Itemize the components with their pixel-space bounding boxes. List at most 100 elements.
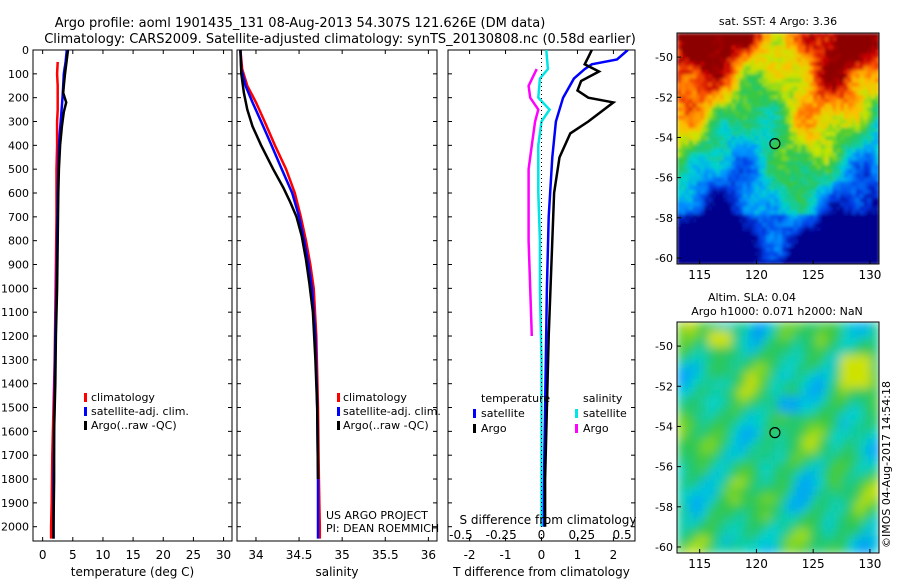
- sst-map-ytick-label: -58: [655, 212, 673, 225]
- difference-legend-label-salinity: satellite: [583, 407, 627, 420]
- temperature-xtick-label: 20: [156, 548, 171, 562]
- figure-title-line1: Argo profile: aoml 1901435_131 08-Aug-20…: [55, 16, 546, 31]
- figure-title-line2: Climatology: CARS2009. Satellite-adjuste…: [44, 32, 636, 47]
- salinity-legend-label: climatology: [343, 391, 407, 404]
- imos-stamp: ©IMOS 04-Aug-2017 14:54:18: [880, 381, 893, 548]
- sla-map-xtick-label: 130: [858, 557, 881, 571]
- sla-map-xtick-label: 125: [802, 557, 825, 571]
- temperature-ytick-label: 500: [8, 163, 29, 176]
- difference-xlabel: T difference from climatology: [452, 565, 630, 579]
- sst-map-argo-marker: [769, 138, 781, 150]
- difference-legend-swatch-temperature: [473, 409, 476, 418]
- difference-x2tick-label: 0: [538, 528, 546, 542]
- difference-x2label: S difference from climatology: [460, 513, 637, 527]
- sst-map-ytick-label: -60: [655, 252, 673, 265]
- temperature-legend-label: climatology: [91, 391, 155, 404]
- difference-x2tick-label: -0.25: [486, 528, 517, 542]
- salinity-legend-label: Argo(..raw -QC): [343, 419, 429, 432]
- temperature-ytick-label: 1200: [1, 330, 29, 343]
- difference-line-temperature-argo: [543, 50, 617, 527]
- difference-legend-swatch-temperature: [473, 424, 476, 433]
- sla-map-xtick-label: 115: [688, 557, 711, 571]
- temperature-ytick-label: 1400: [1, 378, 29, 391]
- salinity-xtick-label: 34.5: [286, 548, 313, 562]
- difference-x2tick-label: 0.5: [613, 528, 632, 542]
- difference-line-temperature-satellite: [542, 50, 629, 527]
- salinity-xtick-label: 35.5: [372, 548, 399, 562]
- sla-map-title-line1: Altim. SLA: 0.04: [708, 291, 796, 304]
- difference-x2tick-label: -0.5: [449, 528, 472, 542]
- temperature-ytick-label: 100: [8, 68, 29, 81]
- temperature-series-group: [49, 50, 70, 539]
- temperature-xtick-label: 0: [39, 548, 47, 562]
- salinity-legend-swatch: [337, 421, 340, 430]
- temperature-ytick-label: 1600: [1, 425, 29, 438]
- sst-map-ytick-label: -56: [655, 172, 673, 185]
- sst-map-ytick-label: -54: [655, 131, 673, 144]
- sla-map-frame: [676, 321, 880, 554]
- sst-map-panel: 115 120 125 130 -50 -52 -54 -56 -58 -60 sat. SST: …: [655, 15, 881, 282]
- sla-map-argo-marker: [769, 427, 781, 439]
- salinity-series-group: [239, 50, 322, 539]
- difference-legend-swatch-salinity: [575, 409, 578, 418]
- temperature-ytick-label: 0: [22, 44, 29, 57]
- difference-panel: -2 -1 0 1 2 T difference from climatology -0.5…: [447, 49, 637, 579]
- sst-map-ytick-label: -50: [655, 51, 673, 64]
- temperature-axes-box: [32, 49, 233, 542]
- salinity-panel: 34 34.5 35 35.5 36 salinity climatologysatelli…: [236, 49, 441, 579]
- pi-credit: PI: DEAN ROEMMICH: [326, 522, 439, 535]
- difference-legend-label-salinity: Argo: [583, 422, 609, 435]
- salinity-axes-box: [236, 49, 438, 542]
- difference-xtick-label: 1: [574, 548, 582, 562]
- temperature-ytick-label: 1100: [1, 306, 29, 319]
- temperature-ytick-label: 1700: [1, 449, 29, 462]
- sst-map-xtick-label: 115: [688, 268, 711, 282]
- temperature-xtick-label: 10: [95, 548, 110, 562]
- sst-map-field: [677, 33, 879, 264]
- temperature-legend-label: Argo(..raw -QC): [91, 419, 177, 432]
- difference-x2tick-label: 0.25: [568, 528, 595, 542]
- project-credit: US ARGO PROJECT: [326, 509, 428, 522]
- sla-map-ytick-label: -60: [655, 541, 673, 554]
- difference-xtick-label: 2: [610, 548, 618, 562]
- temperature-ytick-label: 600: [8, 187, 29, 200]
- sla-map-ytick-label: -56: [655, 461, 673, 474]
- sst-map-xtick-label: 120: [745, 268, 768, 282]
- difference-series-group: [527, 50, 629, 527]
- difference-line-salinity-satellite: [537, 50, 552, 527]
- salinity-xtick-label: 35: [335, 548, 350, 562]
- temperature-ytick-label: 900: [8, 259, 29, 272]
- sla-map-ytick-label: -52: [655, 380, 673, 393]
- sla-map-ytick-label: -50: [655, 340, 673, 353]
- difference-xtick-label: -1: [500, 548, 512, 562]
- temperature-xtick-label: 30: [216, 548, 231, 562]
- salinity-legend-swatch: [337, 407, 340, 416]
- temperature-ytick-label: 1800: [1, 473, 29, 486]
- temperature-ytick-label: 1900: [1, 497, 29, 510]
- difference-legend-label-temperature: Argo: [481, 422, 507, 435]
- sst-map-title: sat. SST: 4 Argo: 3.36: [719, 15, 837, 28]
- salinity-legend-label: satellite-adj. clim.: [343, 405, 441, 418]
- salinity-xtick-label: 34: [248, 548, 263, 562]
- sla-map-panel: 115 120 125 130 -50 -52 -54 -56 -58 -60 Altim. SLA…: [655, 291, 881, 571]
- difference-legend-title-salinity: salinity: [583, 392, 623, 405]
- temperature-legend-label: satellite-adj. clim.: [91, 405, 189, 418]
- salinity-line-argo-raw-qc-: [239, 50, 320, 480]
- temperature-ytick-label: 1500: [1, 402, 29, 415]
- salinity-xtick-label: 36: [421, 548, 436, 562]
- sst-map-xtick-label: 130: [858, 268, 881, 282]
- sla-map-ytick-label: -54: [655, 420, 673, 433]
- sla-map-field: [677, 322, 879, 553]
- difference-legend-label-temperature: satellite: [481, 407, 525, 420]
- temperature-ytick-label: 700: [8, 211, 29, 224]
- temperature-ytick-label: 800: [8, 235, 29, 248]
- temperature-legend-swatch: [84, 421, 87, 430]
- temperature-xtick-label: 25: [186, 548, 201, 562]
- difference-legend-title-temperature: temperature: [481, 392, 550, 405]
- temperature-xlabel: temperature (deg C): [71, 565, 194, 579]
- difference-xtick-label: 0: [538, 548, 546, 562]
- temperature-ytick-label: 400: [8, 139, 29, 152]
- sst-map-frame: [676, 32, 880, 265]
